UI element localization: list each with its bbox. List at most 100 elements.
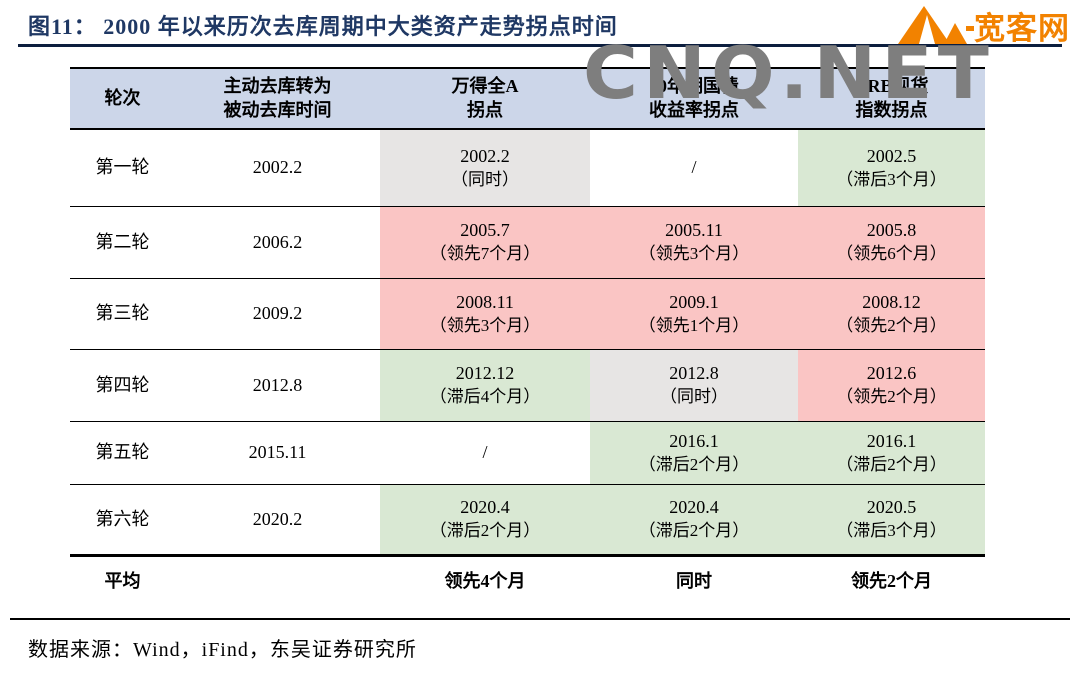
destock-time-cell: 2006.2 — [252, 231, 303, 252]
table-row: 第三轮 2009.2 2008.11 （领先3个月） 2009.1 （领先1个月… — [70, 279, 985, 350]
data-source: 数据来源：Wind，iFind，东吴证券研究所 — [28, 639, 417, 661]
treasury-cell: / — [590, 130, 798, 206]
cell-note: （滞后2个月） — [836, 454, 947, 474]
treasury-cell: 2012.8 （同时） — [590, 350, 798, 421]
cell-value: 2020.5 — [866, 497, 917, 518]
header-line: 轮次 — [104, 87, 141, 108]
table-row: 第六轮 2020.2 2020.4 （滞后2个月） 2020.4 （滞后2个月）… — [70, 485, 985, 554]
table-row: 第四轮 2012.8 2012.12 （滞后4个月） 2012.8 （同时） 2… — [70, 350, 985, 422]
cell-value: 2005.7 — [460, 220, 510, 241]
cell-value: 2002.2 — [460, 145, 510, 166]
cell-note: （领先2个月） — [836, 387, 947, 407]
cell-value: 2012.8 — [669, 363, 719, 384]
wind-a-cell: 2002.2 （同时） — [380, 130, 590, 206]
cell-note: （滞后3个月） — [836, 169, 947, 189]
destock-time-cell: 2012.8 — [252, 374, 303, 395]
table-header-row: 轮次 主动去库转为 被动去库时间 万得全A 拐点 10年期国债 收益率拐点 CR… — [70, 67, 985, 130]
treasury-cell: 2020.4 （滞后2个月） — [590, 485, 798, 554]
cell-value: 2012.12 — [455, 363, 515, 384]
crb-cell: 2012.6 （领先2个月） — [798, 350, 985, 421]
title-divider — [18, 44, 1062, 47]
crb-cell: 2008.12 （领先2个月） — [798, 279, 985, 349]
treasury-cell: 2016.1 （滞后2个月） — [590, 422, 798, 484]
wind-a-cell: 2008.11 （领先3个月） — [380, 279, 590, 349]
cell-value: 2005.11 — [665, 220, 723, 241]
cell-value: / — [691, 157, 697, 178]
cell-value: 2008.11 — [456, 291, 514, 312]
cell-value: 2016.1 — [669, 430, 719, 451]
crb-cell: 2016.1 （滞后2个月） — [798, 422, 985, 484]
round-cell: 第六轮 — [95, 508, 150, 529]
turning-point-table: 轮次 主动去库转为 被动去库时间 万得全A 拐点 10年期国债 收益率拐点 CR… — [70, 67, 985, 606]
header-round: 轮次 — [70, 69, 175, 128]
table-row: 第五轮 2015.11 / 2016.1 （滞后2个月） 2016.1 （滞后2… — [70, 422, 985, 485]
table-row: 第二轮 2006.2 2005.7 （领先7个月） 2005.11 （领先3个月… — [70, 207, 985, 279]
wind-a-cell: 2020.4 （滞后2个月） — [380, 485, 590, 554]
wind-a-cell: / — [380, 422, 590, 484]
cell-note: （滞后3个月） — [836, 521, 947, 541]
figure-title: 图11： 2000 年以来历次去库周期中大类资产走势拐点时间 — [28, 14, 618, 39]
cell-note: （同时） — [451, 169, 519, 189]
cell-note: （滞后2个月） — [638, 521, 750, 541]
header-line: 10年期国债 — [649, 75, 739, 96]
cell-note: （滞后2个月） — [638, 454, 750, 474]
cell-note: （领先2个月） — [836, 315, 947, 335]
kuanke-logo-icon — [898, 6, 974, 44]
cell-value: 2002.5 — [866, 145, 917, 166]
cell-value: 2020.4 — [460, 497, 510, 518]
round-cell: 第四轮 — [95, 374, 150, 395]
header-line: CRB现货 — [854, 75, 929, 96]
cnq-watermark: CNQ.NET — [583, 31, 995, 115]
site-logo-text: 宽客网 — [974, 10, 1070, 47]
cell-value: 2016.1 — [866, 430, 917, 451]
cell-note: （领先3个月） — [429, 315, 541, 335]
average-row: 平均 领先4个月 同时 领先2个月 — [70, 554, 985, 606]
average-crb: 领先2个月 — [851, 570, 932, 591]
average-treasury: 同时 — [676, 570, 712, 591]
round-cell: 第二轮 — [95, 231, 150, 252]
treasury-cell: 2009.1 （领先1个月） — [590, 279, 798, 349]
cell-note: （领先3个月） — [638, 244, 750, 264]
cell-value: / — [482, 442, 488, 463]
wind-a-cell: 2012.12 （滞后4个月） — [380, 350, 590, 421]
header-treasury-yield: 10年期国债 收益率拐点 — [590, 69, 798, 128]
cell-note: （领先6个月） — [836, 244, 947, 264]
cell-note: （滞后2个月） — [429, 521, 541, 541]
crb-cell: 2020.5 （滞后3个月） — [798, 485, 985, 554]
header-line: 拐点 — [467, 99, 503, 120]
crb-cell: 2002.5 （滞后3个月） — [798, 130, 985, 206]
crb-cell: 2005.8 （领先6个月） — [798, 207, 985, 278]
cell-value: 2005.8 — [866, 220, 917, 241]
table-row: 第一轮 2002.2 2002.2 （同时） / 2002.5 （滞后3个月） — [70, 130, 985, 207]
round-cell: 第五轮 — [95, 442, 150, 463]
header-line: 指数拐点 — [855, 99, 928, 120]
cell-note: （领先7个月） — [429, 244, 541, 264]
header-crb-index: CRB现货 指数拐点 — [798, 69, 985, 128]
header-line: 收益率拐点 — [649, 99, 739, 120]
destock-time-cell: 2009.2 — [252, 303, 303, 324]
round-cell: 第三轮 — [95, 303, 150, 324]
cell-value: 2020.4 — [669, 497, 719, 518]
header-line: 主动去库转为 — [223, 75, 332, 96]
destock-time-cell: 2002.2 — [252, 157, 303, 178]
header-line: 被动去库时间 — [223, 99, 332, 120]
round-cell: 第一轮 — [95, 157, 150, 178]
cell-note: （滞后4个月） — [429, 387, 541, 407]
empty-cell — [175, 557, 380, 606]
cell-value: 2008.12 — [862, 291, 921, 312]
header-destock-time: 主动去库转为 被动去库时间 — [175, 69, 380, 128]
site-logo: 宽客网 — [894, 2, 1070, 48]
average-label: 平均 — [104, 570, 141, 591]
cell-value: 2009.1 — [669, 291, 719, 312]
header-line: 万得全A — [451, 75, 519, 96]
bottom-divider — [10, 618, 1070, 620]
destock-time-cell: 2015.11 — [248, 442, 307, 463]
cell-note: （领先1个月） — [638, 315, 750, 335]
cell-value: 2012.6 — [866, 363, 917, 384]
cell-note: （同时） — [660, 387, 728, 407]
treasury-cell: 2005.11 （领先3个月） — [590, 207, 798, 278]
destock-time-cell: 2020.2 — [252, 508, 303, 529]
header-wind-all-a: 万得全A 拐点 — [380, 69, 590, 128]
wind-a-cell: 2005.7 （领先7个月） — [380, 207, 590, 278]
